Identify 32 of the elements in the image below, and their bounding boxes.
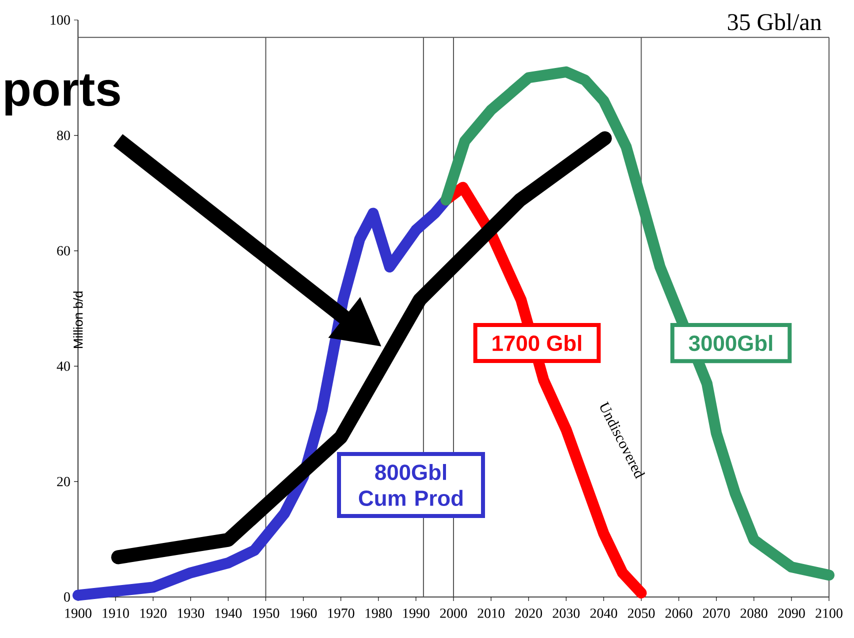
x-tick-label: 1900: [65, 608, 92, 618]
x-tick-label: 1920: [140, 608, 167, 618]
annotation: 35 Gbl/an: [728, 13, 822, 30]
y-tick-label: 100: [50, 15, 70, 25]
x-tick-label: 2070: [703, 608, 730, 618]
x-tick-label: 2030: [552, 608, 580, 618]
x-tick-label: 2080: [740, 608, 768, 618]
series-label: 3000Gbl: [688, 334, 772, 352]
x-tick-label: 1930: [178, 608, 204, 618]
x-tick-label: 2100: [816, 608, 842, 618]
series-label: 1700 Gbl: [492, 334, 582, 352]
y-tick-label: 60: [57, 246, 70, 256]
x-tick-label: 2040: [590, 608, 618, 618]
x-tick-label: 1950: [253, 608, 280, 618]
y-tick-label: 0: [64, 592, 70, 602]
text: 800Gbl Cum Prod: [358, 464, 463, 506]
x-tick-label: 1970: [328, 608, 354, 618]
y-tick-label: 80: [57, 130, 70, 140]
y-axis-title: Million b/d: [73, 292, 83, 348]
x-tick-label: 2000: [440, 608, 467, 618]
x-tick-label: 2050: [628, 608, 655, 618]
x-tick-label: 1980: [366, 608, 392, 618]
x-tick-label: 1990: [403, 608, 430, 618]
x-tick-label: 1910: [102, 608, 129, 618]
y-tick-label: 40: [56, 361, 70, 371]
x-tick-label: 2010: [478, 608, 504, 618]
x-tick-label: 2090: [778, 608, 805, 618]
x-tick-label: 2020: [515, 608, 542, 618]
y-tick-label: 20: [57, 476, 70, 486]
x-tick-label: 1960: [290, 608, 317, 618]
x-tick-label: 1940: [215, 608, 242, 618]
x-tick-label: 2060: [665, 608, 692, 618]
